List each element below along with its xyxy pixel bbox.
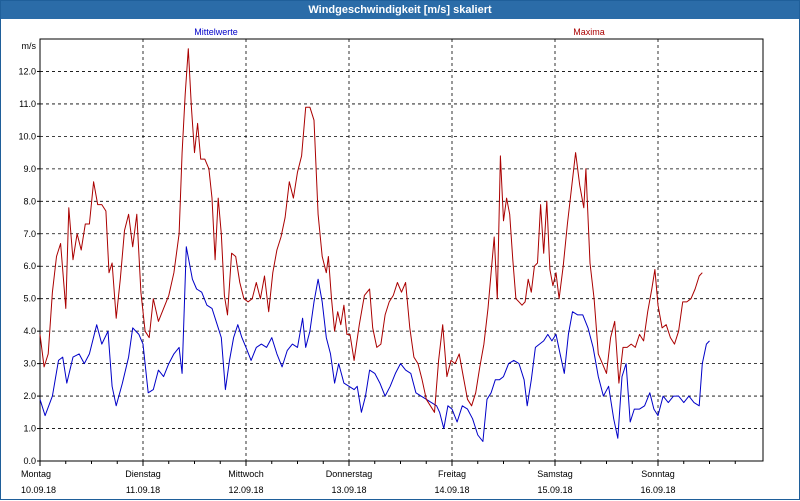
- y-tick-label: 4.0: [23, 326, 36, 336]
- x-tick-day-label: Sonntag: [641, 469, 675, 479]
- x-tick-date-label: 11.09.18: [126, 485, 160, 495]
- x-tick-day-label: Freitag: [438, 469, 466, 479]
- y-tick-label: 7.0: [23, 229, 36, 239]
- x-tick-date-label: 10.09.18: [21, 485, 56, 495]
- x-tick-day-label: Samstag: [537, 469, 573, 479]
- x-tick-date-label: 14.09.18: [434, 485, 469, 495]
- y-tick-label: 5.0: [23, 294, 36, 304]
- y-tick-label: 12.0: [18, 66, 36, 76]
- y-tick-label: 8.0: [23, 196, 36, 206]
- series-label: Maxima: [573, 27, 605, 37]
- plot-frame: [39, 38, 764, 462]
- y-tick-label: 3.0: [23, 359, 36, 369]
- x-tick-date-label: 13.09.18: [331, 485, 366, 495]
- x-tick-day-label: Mittwoch: [228, 469, 264, 479]
- y-tick-label: 10.0: [18, 131, 36, 141]
- x-tick-day-label: Dienstag: [125, 469, 161, 479]
- x-tick-day-label: Montag: [21, 469, 51, 479]
- y-tick-label: 9.0: [23, 164, 36, 174]
- labels: 0.0 1.0 2.0 3.0 4.0 5.0 6.0 7.0 8.0 9.0 10.0 11.0 12…: [18, 27, 675, 495]
- y-axis-label: m/s: [22, 41, 37, 51]
- y-tick-label: 2.0: [23, 391, 36, 401]
- axes: [37, 38, 764, 466]
- window-title: Windgeschwindigkeit [m/s] skaliert: [1, 1, 799, 19]
- y-tick-label: 1.0: [23, 424, 36, 434]
- x-tick-date-label: 12.09.18: [228, 485, 263, 495]
- x-tick-date-label: 16.09.18: [640, 485, 675, 495]
- x-tick-date-label: 15.09.18: [537, 485, 572, 495]
- series-label: Mittelwerte: [194, 27, 238, 37]
- y-tick-label: 6.0: [23, 261, 36, 271]
- grid: [40, 39, 763, 461]
- series-line-mittelwerte: [39, 246, 710, 442]
- y-tick-label: 11.0: [19, 99, 36, 109]
- y-tick-label: 0.0: [23, 456, 36, 466]
- x-tick-day-label: Donnerstag: [326, 469, 373, 479]
- series: [39, 48, 710, 442]
- series-line-maxima: [39, 48, 703, 413]
